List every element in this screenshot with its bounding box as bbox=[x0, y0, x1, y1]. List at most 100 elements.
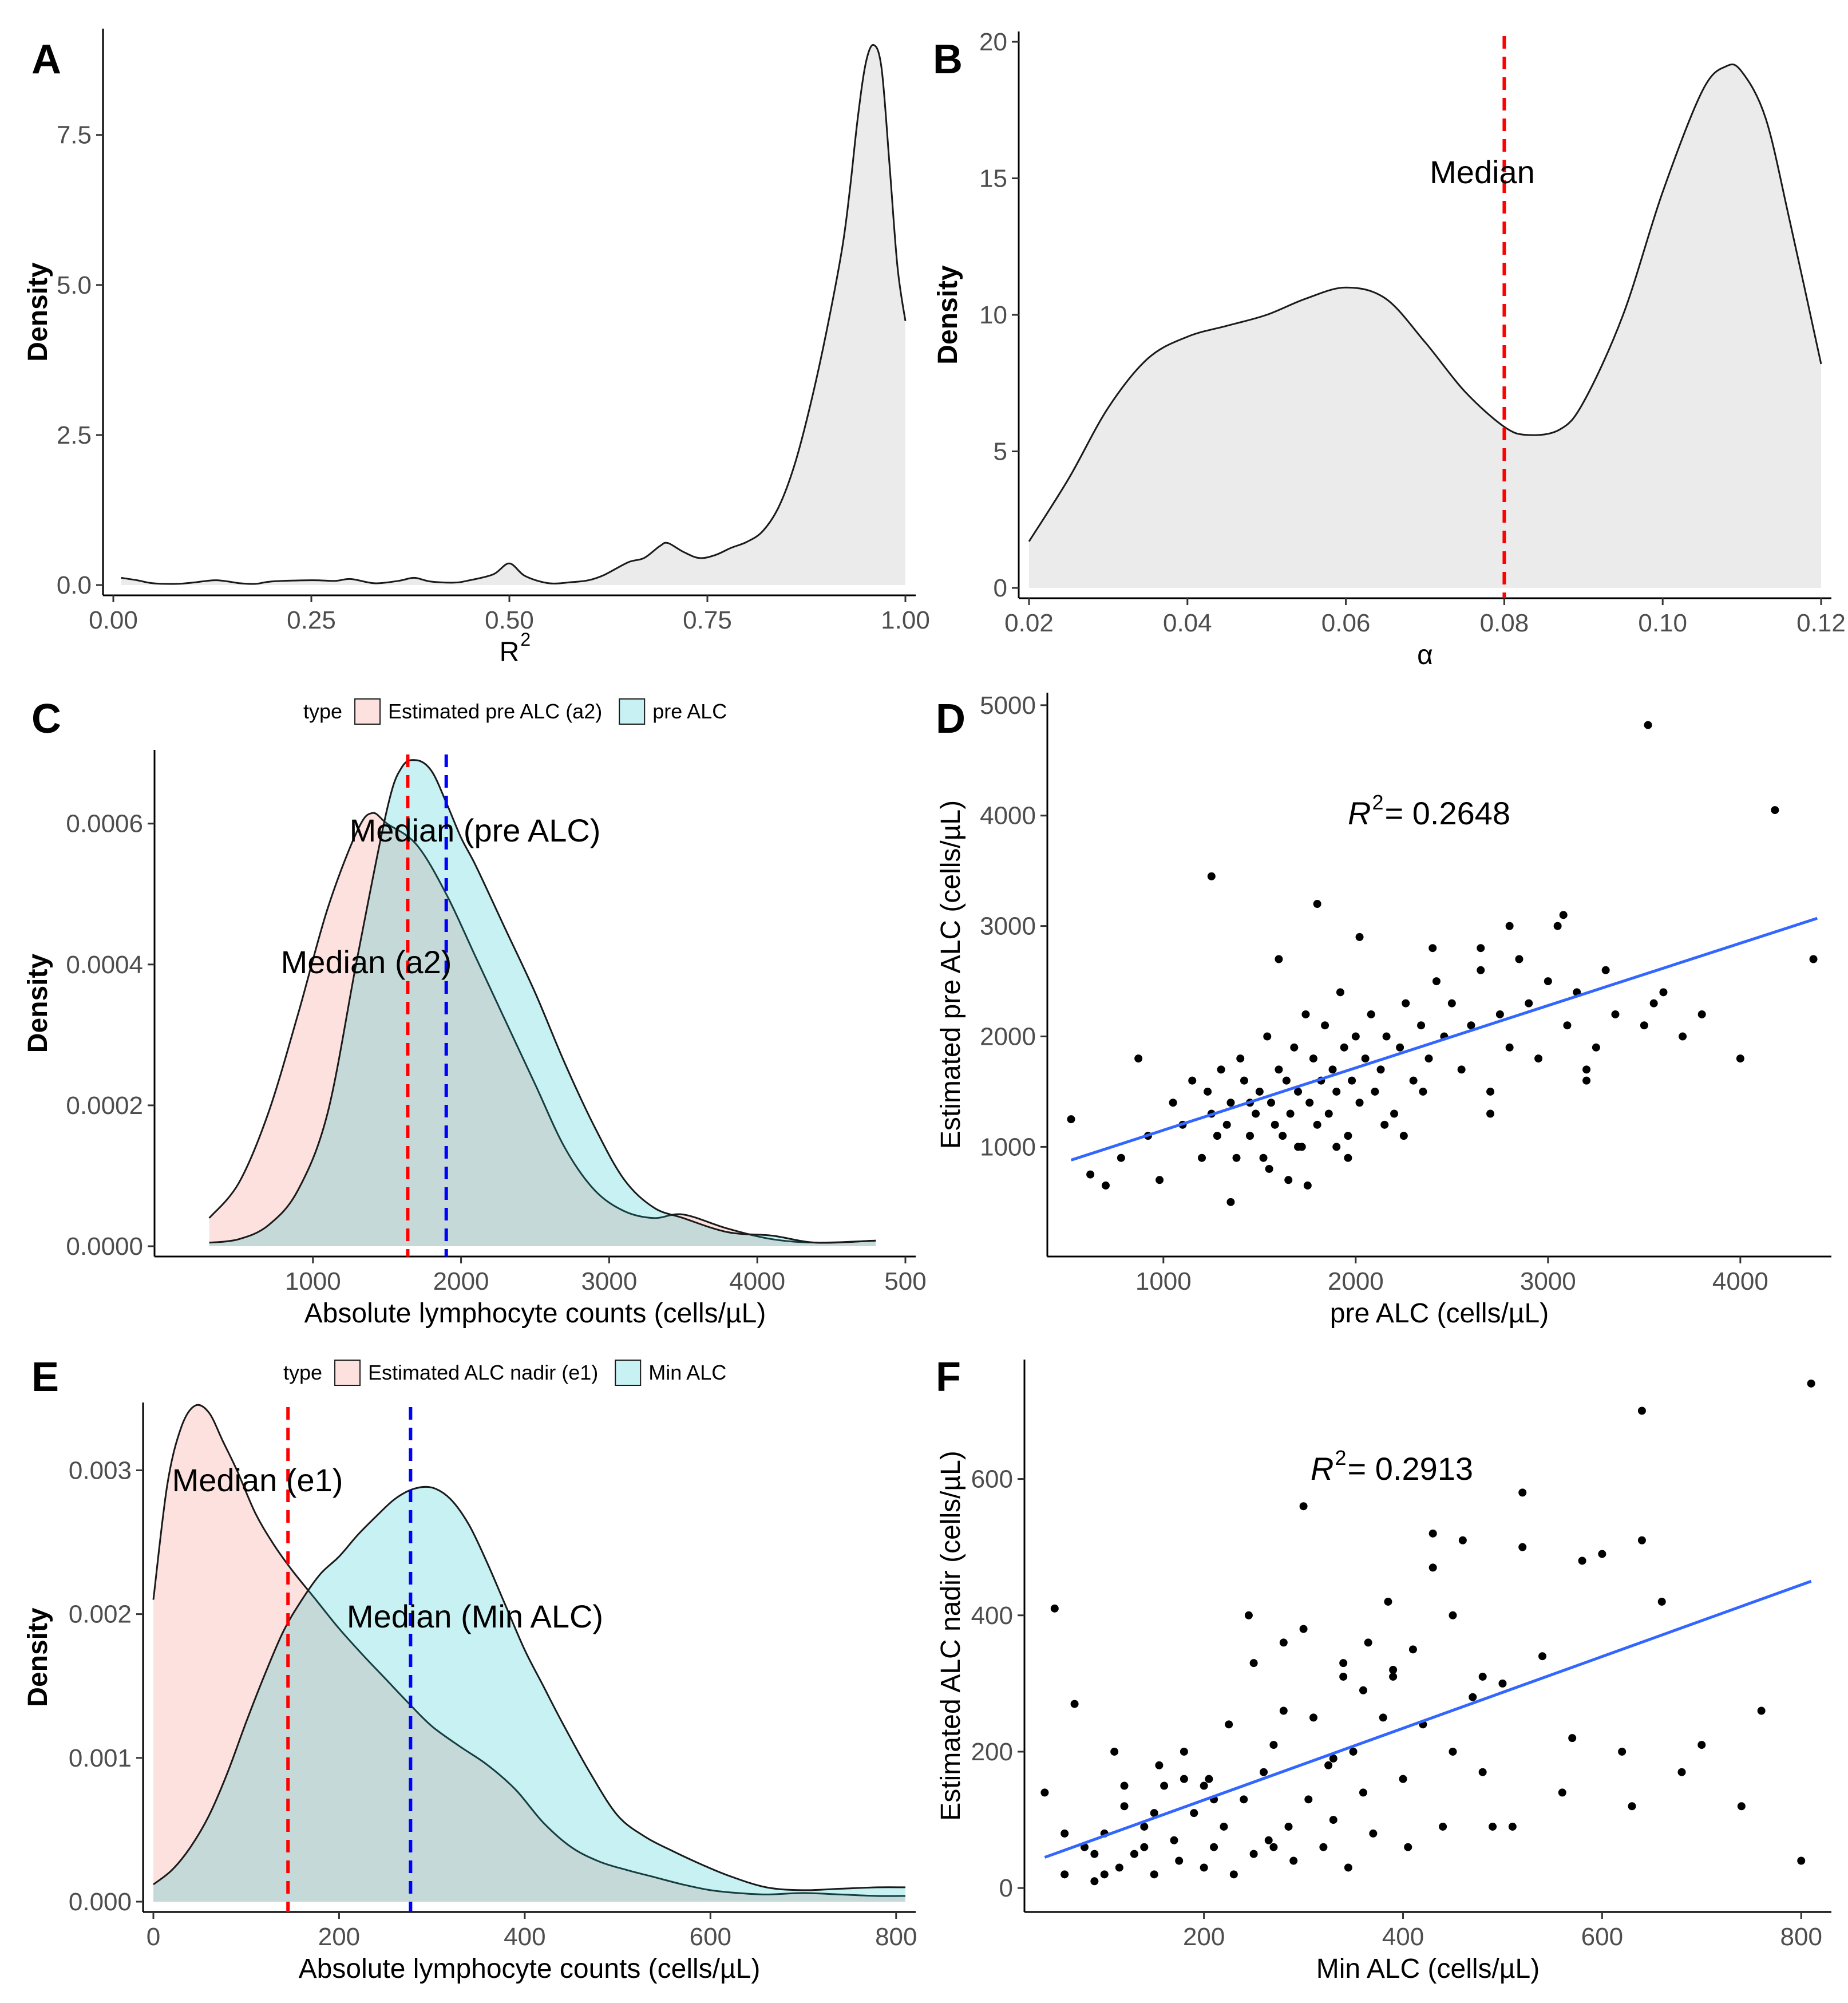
scatter-point bbox=[1505, 1043, 1514, 1052]
scatter-point bbox=[1275, 1065, 1283, 1074]
scatter-point bbox=[1495, 1010, 1504, 1018]
scatter-point bbox=[1175, 1856, 1184, 1865]
scatter-point bbox=[1447, 999, 1456, 1008]
panel-label: B bbox=[933, 37, 963, 82]
scatter-point bbox=[1771, 806, 1779, 815]
scatter-point bbox=[1419, 1087, 1427, 1096]
scatter-point bbox=[1265, 1164, 1273, 1173]
scatter-point bbox=[1319, 1843, 1328, 1851]
x-tick-label: 3000 bbox=[581, 1267, 637, 1295]
scatter-point bbox=[1399, 1132, 1408, 1140]
scatter-point bbox=[1371, 1087, 1379, 1096]
x-tick-label: 4000 bbox=[1712, 1267, 1768, 1295]
scatter-point bbox=[1313, 1120, 1321, 1129]
y-tick-label: 7.5 bbox=[57, 121, 92, 149]
y-tick-label: 0 bbox=[994, 574, 1007, 602]
x-tick-label: 800 bbox=[1780, 1923, 1822, 1951]
y-tick-label: 20 bbox=[979, 28, 1007, 56]
scatter-point bbox=[1344, 1153, 1352, 1162]
y-tick-label: 1000 bbox=[980, 1133, 1036, 1161]
density-curve-0 bbox=[152, 1404, 906, 1897]
scatter-point bbox=[1644, 721, 1652, 729]
panel-d: D 1000 2000 3000 4000 1000 2000 3000 4000 5000 pre… bbox=[936, 692, 1831, 1329]
scatter-point bbox=[1344, 1863, 1352, 1872]
scatter-point bbox=[1279, 1638, 1288, 1647]
scatter-point bbox=[1332, 1087, 1341, 1096]
scatter-point bbox=[1220, 1822, 1228, 1831]
panel-a: A 0.00 0.25 0.50 0.75 1.00 0.0 2.5 5.0 7.5 R 2 Densi… bbox=[23, 29, 930, 667]
scatter-point bbox=[1518, 1488, 1527, 1497]
x-tick-label: 0.02 bbox=[1004, 609, 1054, 637]
y-axis-label: Density bbox=[23, 1607, 53, 1707]
y-tick-label: 0.0002 bbox=[66, 1092, 143, 1120]
scatter-point bbox=[1457, 1065, 1466, 1074]
scatter-point bbox=[1180, 1775, 1188, 1783]
panel-label: C bbox=[31, 696, 61, 742]
scatter-point bbox=[1299, 1625, 1308, 1633]
x-tick-label: 0.10 bbox=[1638, 609, 1687, 637]
scatter-point bbox=[1264, 1836, 1273, 1844]
y-axis-label: Estimated pre ALC (cells/µL) bbox=[936, 800, 966, 1149]
scatter-point bbox=[1210, 1843, 1218, 1851]
scatter-point bbox=[1213, 1132, 1221, 1140]
scatter-point bbox=[1313, 900, 1321, 908]
x-tick-label: 0.04 bbox=[1163, 609, 1212, 637]
y-axis-label: Density bbox=[23, 954, 53, 1053]
scatter-point bbox=[1271, 1120, 1279, 1129]
scatter-point bbox=[1140, 1843, 1149, 1851]
y-tick-label: 3000 bbox=[980, 912, 1036, 941]
x-tick-label: 1.00 bbox=[881, 606, 930, 634]
x-tick-label: 0.12 bbox=[1796, 609, 1846, 637]
scatter-point bbox=[1198, 1153, 1206, 1162]
scatter-point bbox=[1477, 944, 1485, 953]
scatter-point bbox=[1697, 1741, 1706, 1749]
scatter-point bbox=[1582, 1076, 1591, 1085]
scatter-point bbox=[1379, 1713, 1387, 1722]
scatter-point bbox=[1404, 1843, 1412, 1851]
scatter-point bbox=[1367, 1010, 1375, 1018]
scatter-point bbox=[1086, 1170, 1095, 1179]
scatter-point bbox=[1428, 1563, 1437, 1572]
scatter-point bbox=[1807, 1379, 1815, 1388]
scatter-point bbox=[1489, 1822, 1497, 1831]
r-squared-prefix: R bbox=[1348, 795, 1371, 831]
scatter-point bbox=[1582, 1065, 1591, 1074]
density-area-0 bbox=[1029, 64, 1821, 588]
r-squared-prefix: R bbox=[1311, 1451, 1333, 1487]
scatter-point bbox=[1117, 1153, 1125, 1162]
scatter-point bbox=[1809, 955, 1818, 963]
scatter-point bbox=[1282, 1076, 1291, 1085]
x-axis-label: α bbox=[1417, 640, 1433, 670]
panel-f: F 200 400 600 800 0 200 400 600 Min ALC (cells/µL… bbox=[936, 1354, 1831, 1984]
density-curve-0 bbox=[208, 812, 876, 1244]
scatter-point bbox=[1344, 1132, 1352, 1140]
scatter-point bbox=[1559, 911, 1568, 919]
legend-label: Estimated pre ALC (a2) bbox=[388, 700, 602, 723]
scatter-point bbox=[1469, 1693, 1477, 1701]
scatter-point bbox=[1329, 1754, 1337, 1763]
scatter-point bbox=[1534, 1054, 1543, 1063]
x-tick-label: 4000 bbox=[729, 1267, 785, 1295]
scatter-point bbox=[1309, 1054, 1317, 1063]
scatter-point bbox=[1130, 1850, 1138, 1858]
scatter-point bbox=[1737, 1802, 1746, 1811]
x-axis-label: R bbox=[500, 637, 520, 667]
y-tick-label: 5 bbox=[994, 438, 1007, 466]
scatter-point bbox=[1637, 1536, 1646, 1544]
scatter-point bbox=[1050, 1604, 1059, 1613]
legend-title: type bbox=[303, 700, 342, 723]
r-squared-superscript: 2 bbox=[1335, 1446, 1346, 1469]
x-axis-label-superscript: 2 bbox=[520, 629, 531, 650]
scatter-point bbox=[1428, 1529, 1437, 1538]
scatter-point bbox=[1229, 1870, 1238, 1879]
scatter-point bbox=[1156, 1176, 1164, 1184]
y-tick-label: 0.0004 bbox=[66, 951, 143, 979]
scatter-point bbox=[1232, 1153, 1241, 1162]
scatter-point bbox=[1389, 1672, 1398, 1681]
scatter-point bbox=[1449, 1747, 1457, 1756]
scatter-point bbox=[1486, 1109, 1495, 1118]
scatter-point bbox=[1592, 1043, 1600, 1052]
legend-swatch bbox=[334, 1360, 361, 1386]
y-tick-label: 0 bbox=[999, 1874, 1013, 1902]
